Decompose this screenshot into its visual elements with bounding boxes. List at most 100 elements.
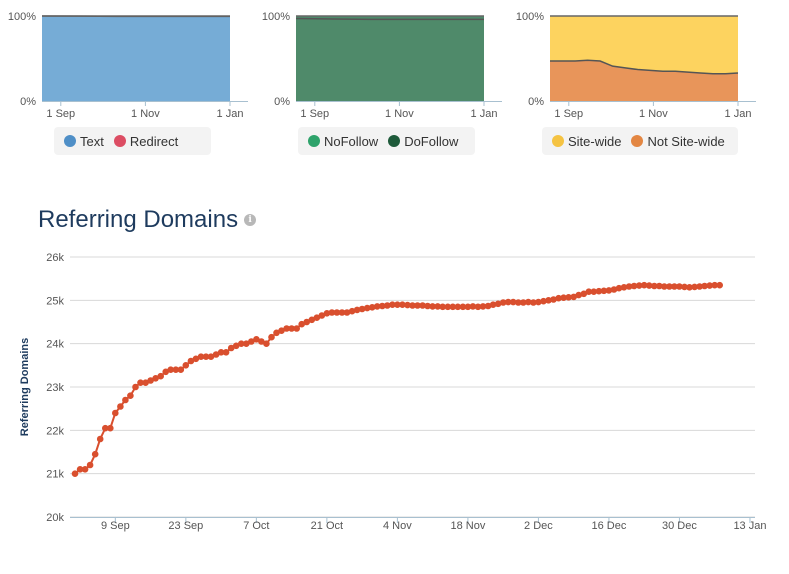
- data-point[interactable]: [620, 284, 628, 291]
- legend-redirect[interactable]: Redirect: [113, 134, 178, 149]
- data-point[interactable]: [580, 290, 588, 298]
- data-point[interactable]: [399, 301, 406, 308]
- data-point[interactable]: [535, 298, 542, 306]
- data-point[interactable]: [308, 316, 316, 324]
- data-point[interactable]: [590, 288, 598, 295]
- data-point[interactable]: [313, 314, 321, 321]
- data-point[interactable]: [132, 383, 139, 391]
- data-point[interactable]: [373, 303, 381, 310]
- data-point[interactable]: [147, 377, 154, 384]
- data-point[interactable]: [656, 282, 663, 290]
- data-point[interactable]: [409, 302, 416, 309]
- data-point[interactable]: [112, 409, 119, 417]
- data-point[interactable]: [474, 303, 482, 311]
- data-point[interactable]: [404, 301, 411, 309]
- data-point[interactable]: [268, 333, 275, 341]
- data-point[interactable]: [565, 294, 572, 301]
- data-point[interactable]: [187, 357, 195, 365]
- legend-not-sitewide[interactable]: Not Site-wide: [631, 134, 725, 149]
- data-point[interactable]: [86, 461, 94, 469]
- data-point[interactable]: [338, 309, 346, 316]
- data-point[interactable]: [540, 297, 547, 305]
- data-point[interactable]: [227, 344, 235, 352]
- data-point[interactable]: [71, 470, 79, 477]
- data-point[interactable]: [645, 282, 653, 289]
- data-point[interactable]: [449, 303, 457, 311]
- data-point[interactable]: [192, 355, 200, 363]
- data-point[interactable]: [530, 299, 537, 306]
- data-point[interactable]: [671, 283, 678, 290]
- data-point[interactable]: [515, 299, 522, 306]
- data-point[interactable]: [419, 302, 426, 309]
- data-point[interactable]: [444, 303, 452, 311]
- legend-sitewide[interactable]: Site-wide: [552, 134, 621, 149]
- data-point[interactable]: [127, 392, 134, 399]
- data-point[interactable]: [600, 287, 608, 295]
- legend-nofollow[interactable]: NoFollow: [308, 134, 378, 149]
- data-point[interactable]: [152, 375, 159, 382]
- data-point[interactable]: [696, 283, 703, 290]
- data-point[interactable]: [686, 284, 693, 291]
- data-point[interactable]: [328, 309, 336, 316]
- data-point[interactable]: [484, 302, 492, 310]
- data-point[interactable]: [212, 351, 220, 358]
- data-point[interactable]: [363, 304, 371, 312]
- data-point[interactable]: [353, 306, 361, 314]
- data-point[interactable]: [615, 284, 623, 292]
- data-point[interactable]: [323, 310, 331, 317]
- data-point[interactable]: [81, 466, 89, 473]
- data-point[interactable]: [117, 403, 124, 410]
- data-point[interactable]: [630, 282, 638, 290]
- data-point[interactable]: [107, 424, 114, 432]
- data-point[interactable]: [676, 283, 683, 290]
- data-point[interactable]: [489, 301, 497, 308]
- data-point[interactable]: [499, 299, 507, 306]
- data-point[interactable]: [479, 303, 487, 310]
- data-point[interactable]: [283, 325, 290, 332]
- data-point[interactable]: [454, 303, 462, 311]
- data-point[interactable]: [681, 283, 688, 291]
- data-point[interactable]: [635, 282, 643, 289]
- data-point[interactable]: [429, 303, 436, 310]
- data-point[interactable]: [691, 283, 698, 291]
- data-point[interactable]: [137, 379, 144, 386]
- data-point[interactable]: [197, 353, 205, 360]
- data-point[interactable]: [177, 366, 185, 373]
- data-point[interactable]: [640, 281, 648, 289]
- data-point[interactable]: [555, 294, 562, 302]
- data-point[interactable]: [424, 302, 431, 310]
- data-point[interactable]: [625, 283, 633, 290]
- data-point[interactable]: [469, 303, 477, 310]
- data-point[interactable]: [560, 294, 567, 301]
- legend-dofollow[interactable]: DoFollow: [388, 134, 458, 149]
- data-point[interactable]: [595, 287, 603, 295]
- data-point[interactable]: [263, 340, 270, 347]
- data-point[interactable]: [248, 338, 255, 345]
- data-point[interactable]: [525, 298, 532, 306]
- data-point[interactable]: [389, 301, 396, 308]
- data-point[interactable]: [167, 366, 174, 373]
- data-point[interactable]: [293, 325, 301, 332]
- data-point[interactable]: [222, 349, 230, 356]
- data-point[interactable]: [711, 281, 718, 289]
- data-point[interactable]: [303, 318, 311, 326]
- info-icon[interactable]: i: [244, 214, 257, 226]
- data-point[interactable]: [610, 286, 618, 293]
- data-point[interactable]: [253, 336, 260, 343]
- data-point[interactable]: [651, 282, 658, 290]
- data-point[interactable]: [585, 288, 593, 295]
- data-point[interactable]: [716, 281, 723, 289]
- data-point[interactable]: [142, 379, 149, 386]
- data-point[interactable]: [661, 283, 668, 290]
- data-point[interactable]: [278, 327, 285, 334]
- data-point[interactable]: [575, 291, 582, 299]
- legend-text[interactable]: Text: [64, 134, 104, 149]
- data-point[interactable]: [394, 301, 401, 308]
- data-point[interactable]: [348, 307, 356, 315]
- data-point[interactable]: [464, 303, 472, 311]
- data-point[interactable]: [605, 287, 613, 294]
- data-point[interactable]: [162, 368, 169, 376]
- data-point[interactable]: [258, 338, 265, 345]
- data-point[interactable]: [414, 302, 421, 309]
- data-point[interactable]: [238, 340, 245, 347]
